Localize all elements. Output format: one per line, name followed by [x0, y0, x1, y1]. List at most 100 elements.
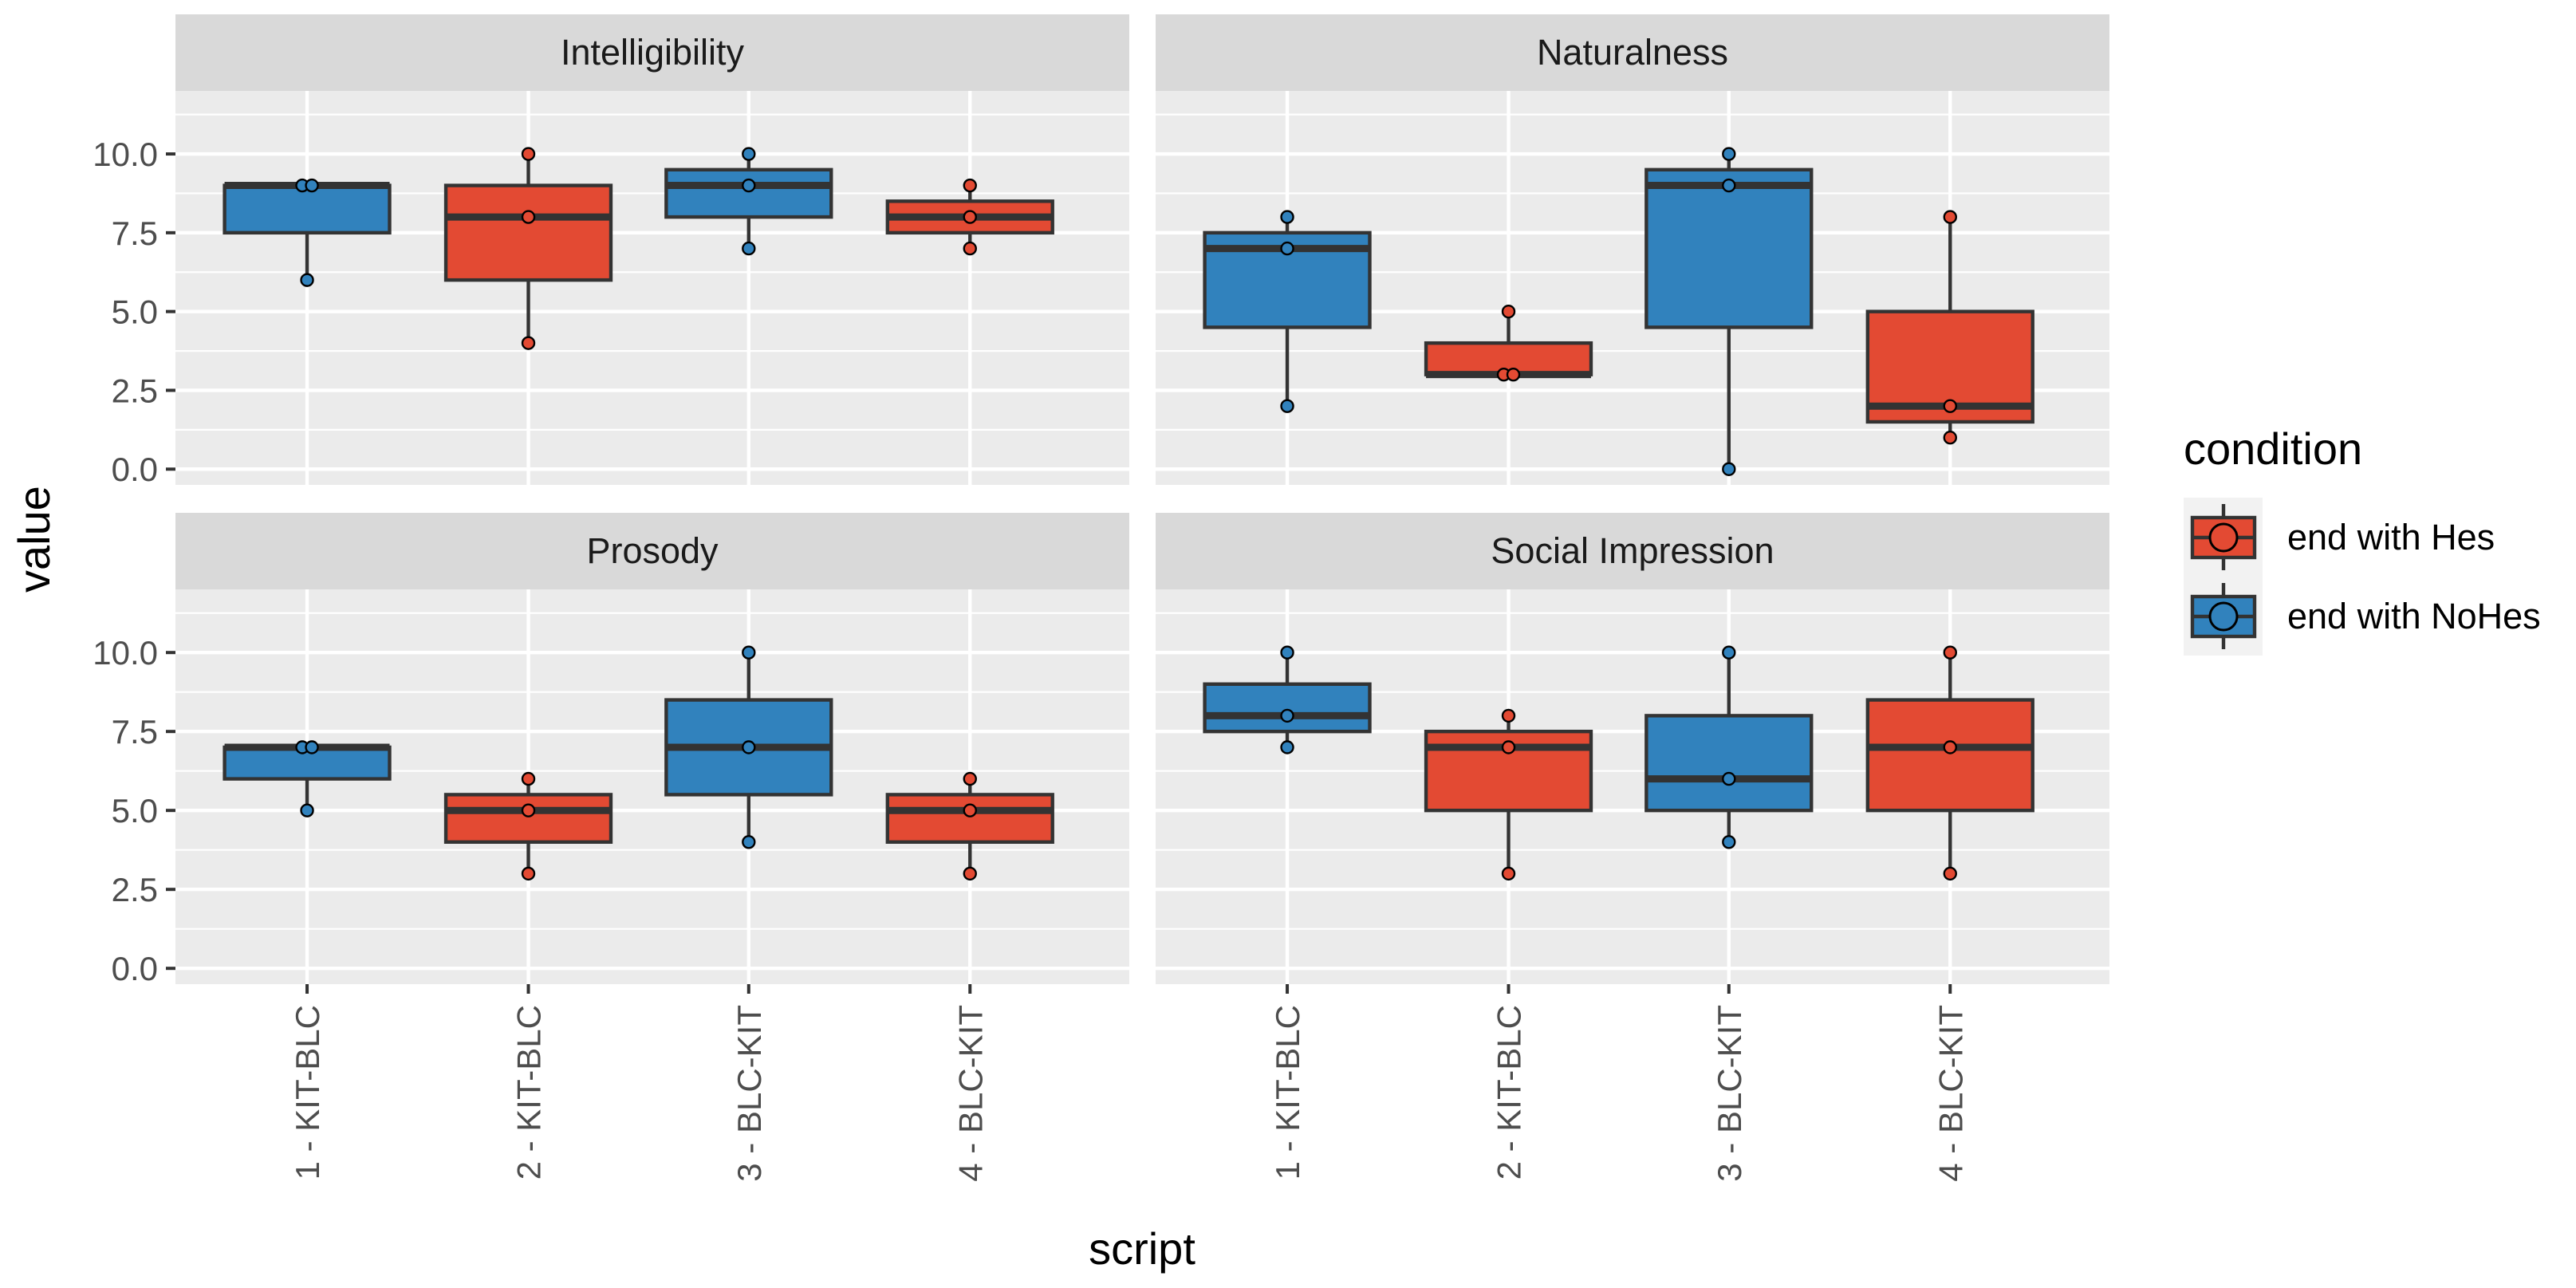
panel-naturalness: Naturalness [1156, 14, 2109, 485]
panel-title: Intelligibility [561, 32, 745, 73]
data-point [963, 803, 977, 817]
panel-strip [175, 513, 1129, 589]
box-body [664, 167, 833, 219]
box-3 [664, 147, 833, 256]
data-point [742, 178, 756, 193]
legend-item: end with Hes [2184, 498, 2495, 577]
data-point [305, 740, 319, 754]
legend-label: end with NoHes [2287, 596, 2541, 636]
box-3 [1644, 147, 1814, 476]
data-point [742, 241, 756, 256]
y-tick-label: 0.0 [112, 451, 158, 488]
box-body [1203, 682, 1372, 734]
data-point [1280, 708, 1294, 723]
box-1 [223, 740, 392, 817]
data-point [963, 210, 977, 224]
box-4 [1865, 645, 2034, 881]
box-1 [1203, 645, 1372, 754]
panel-strip [1156, 513, 2109, 589]
box-body [223, 183, 392, 235]
box-1 [1203, 210, 1372, 413]
data-point [521, 771, 536, 786]
data-point [1722, 147, 1736, 161]
box-2 [1424, 708, 1593, 881]
data-point [1501, 866, 1516, 881]
y-axis-title: value [9, 486, 59, 593]
box-body [885, 793, 1054, 845]
y-tick-label: 10.0 [93, 634, 158, 672]
data-point [1501, 740, 1516, 754]
legend-label: end with Hes [2287, 517, 2495, 557]
y-tick-label: 7.5 [112, 713, 158, 750]
box-3 [1644, 645, 1814, 849]
panel-strip [1156, 14, 2109, 91]
y-tick-label: 2.5 [112, 871, 158, 908]
data-point [742, 740, 756, 754]
legend-title: condition [2184, 423, 2362, 474]
panel-strip [175, 14, 1129, 91]
data-point [742, 645, 756, 660]
x-axis-title: script [1089, 1223, 1195, 1274]
panel-prosody: Prosody 0.0 2.5 5.0 7.5 10.0 1 - KIT-BLC 2 - KI… [93, 513, 1129, 1182]
x-tick-label: 4 - BLC-KIT [1932, 1005, 1969, 1182]
data-point [1943, 399, 1957, 413]
data-point [1722, 835, 1736, 849]
panel-background [175, 91, 1129, 485]
data-point [1943, 645, 1957, 660]
panel-title: Social Impression [1491, 530, 1774, 571]
box-2 [443, 147, 613, 350]
box-3 [664, 645, 833, 849]
box-2 [1424, 304, 1593, 382]
x-tick-label: 2 - KIT-BLC [1491, 1005, 1528, 1180]
x-tick-label: 2 - KIT-BLC [510, 1005, 548, 1180]
box-2 [443, 771, 613, 881]
data-point [1722, 771, 1736, 786]
legend-key-point [2208, 522, 2239, 553]
x-tick-label: 1 - KIT-BLC [1269, 1005, 1306, 1180]
box-body [1644, 167, 1814, 329]
x-tick-label: 3 - BLC-KIT [1711, 1005, 1748, 1182]
y-tick-label: 10.0 [93, 136, 158, 173]
data-point [963, 241, 977, 256]
data-point [742, 835, 756, 849]
y-tick-label: 2.5 [112, 372, 158, 409]
box-body [1865, 698, 2034, 813]
x-tick-label: 1 - KIT-BLC [289, 1005, 326, 1180]
data-point [1722, 178, 1736, 193]
data-point [1280, 399, 1294, 413]
box-4 [885, 771, 1054, 881]
data-point [1943, 431, 1957, 445]
data-point [521, 147, 536, 161]
data-point [963, 178, 977, 193]
panel-background [175, 589, 1129, 984]
x-tick-label: 3 - BLC-KIT [731, 1005, 768, 1182]
data-point [1501, 304, 1516, 319]
y-tick-label: 5.0 [112, 293, 158, 331]
box-4 [1865, 210, 2034, 445]
box-4 [885, 178, 1054, 256]
data-point [521, 210, 536, 224]
data-point [1280, 645, 1294, 660]
data-point [521, 336, 536, 350]
legend: condition end with Hes end with NoHes [2184, 423, 2541, 656]
data-point [305, 178, 319, 193]
data-point [1501, 708, 1516, 723]
data-point [1943, 210, 1957, 224]
box-body [443, 183, 613, 282]
data-point [300, 273, 314, 287]
data-point [300, 803, 314, 817]
legend-key-point [2208, 601, 2239, 632]
y-tick-label: 0.0 [112, 950, 158, 987]
panel-title: Prosody [586, 530, 719, 571]
data-point [742, 147, 756, 161]
box-body [1424, 341, 1593, 376]
y-tick-label: 7.5 [112, 215, 158, 252]
data-point [1506, 367, 1521, 382]
data-point [1280, 740, 1294, 754]
data-point [1943, 740, 1957, 754]
x-tick-label: 4 - BLC-KIT [951, 1005, 989, 1182]
data-point [1943, 866, 1957, 881]
data-point [1722, 462, 1736, 476]
